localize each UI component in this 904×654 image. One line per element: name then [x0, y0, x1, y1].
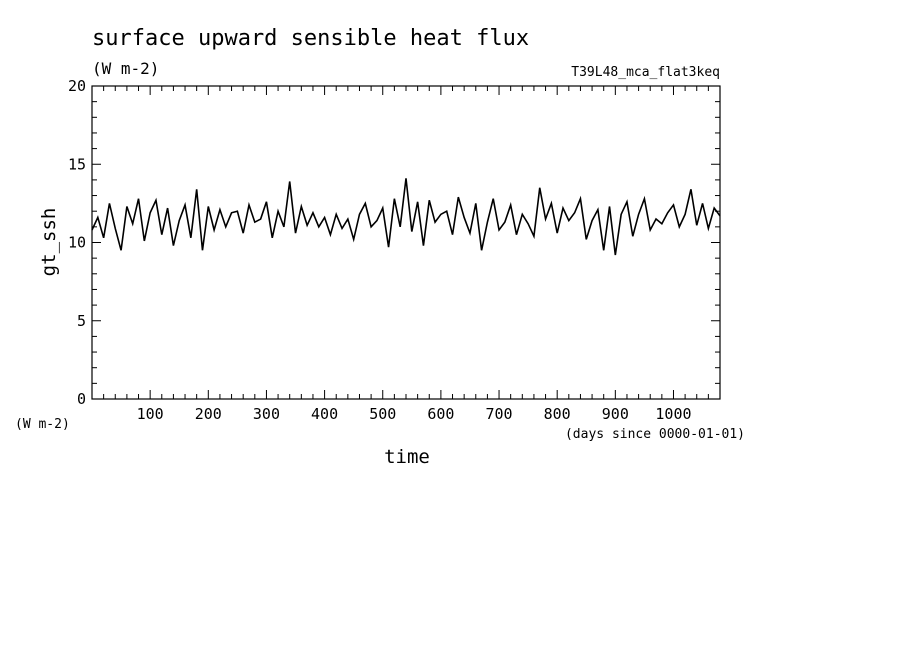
- x-axis-label: time: [384, 446, 430, 468]
- series-line: [91, 178, 721, 256]
- y-axis-label: gt_ssh: [38, 208, 60, 277]
- chart-title: surface upward sensible heat flux: [92, 26, 529, 51]
- x-tick-label: 100: [137, 405, 164, 423]
- y-tick-labels: 0 5 10 15 20: [68, 77, 86, 408]
- x-tick-label: 300: [253, 405, 280, 423]
- x-tick-label: 500: [369, 405, 396, 423]
- x-tick-label: 700: [485, 405, 512, 423]
- x-tick-label: 600: [427, 405, 454, 423]
- plot-frame: [91, 85, 721, 400]
- y-tick-label: 20: [68, 77, 86, 95]
- x-tick-label: 800: [544, 405, 571, 423]
- y-tick-label: 5: [77, 312, 86, 330]
- run-id-label: T39L48_mca_flat3keq: [571, 65, 720, 80]
- x-tick-label: 900: [602, 405, 629, 423]
- axis-ticks: [91, 85, 721, 400]
- x-units-label: (days since 0000-01-01): [565, 427, 745, 442]
- x-tick-label: 200: [195, 405, 222, 423]
- x-tick-labels: 100 200 300 400 500 600 700 800 900 1000: [137, 405, 692, 423]
- y-tick-label: 15: [68, 155, 86, 173]
- y-units-label: (W m-2): [15, 417, 70, 432]
- x-tick-label: 1000: [655, 405, 691, 423]
- chart-units: (W m-2): [92, 59, 159, 78]
- y-tick-label: 0: [77, 390, 86, 408]
- y-tick-label: 10: [68, 234, 86, 252]
- x-tick-label: 400: [311, 405, 338, 423]
